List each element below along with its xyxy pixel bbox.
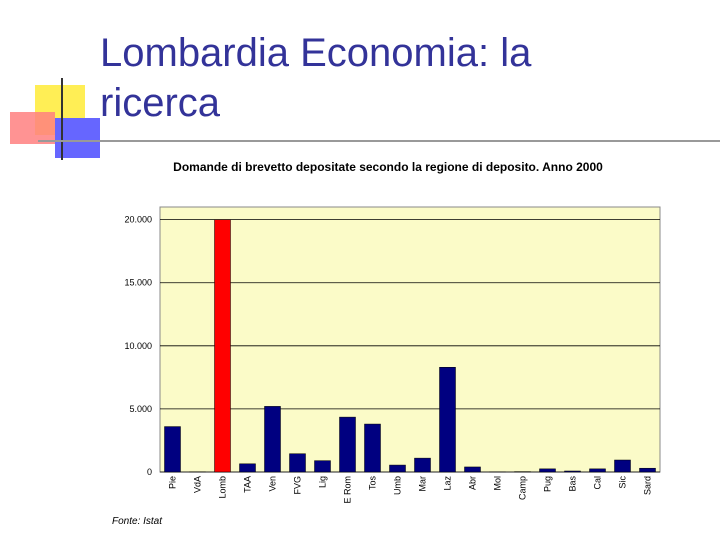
x-tick-label: Sic xyxy=(618,476,628,489)
y-tick-label: 0 xyxy=(147,467,152,477)
x-tick-label: Lig xyxy=(318,476,328,488)
bar xyxy=(239,463,256,473)
bar xyxy=(164,426,181,473)
x-tick-label: Umb xyxy=(393,476,403,495)
bar xyxy=(614,459,631,473)
x-tick-label: Camp xyxy=(518,476,528,500)
x-tick-label: Lomb xyxy=(218,476,228,499)
x-tick-label: Tos xyxy=(368,476,378,491)
x-tick-label: Cal xyxy=(593,476,603,490)
x-tick-label: Mol xyxy=(493,476,503,491)
bar xyxy=(214,219,231,473)
bar xyxy=(364,423,381,473)
bar xyxy=(539,468,556,473)
bar xyxy=(314,460,331,473)
bar xyxy=(589,468,606,473)
x-tick-label: Pug xyxy=(543,476,553,492)
bar xyxy=(464,466,481,473)
chart-title: Domande di brevetto depositate secondo l… xyxy=(173,160,603,174)
bar xyxy=(289,453,306,473)
x-tick-label: E Rom xyxy=(343,476,353,504)
y-tick-label: 20.000 xyxy=(124,215,152,225)
bar xyxy=(439,367,456,473)
bar xyxy=(264,406,281,473)
y-tick-label: 15.000 xyxy=(124,278,152,288)
bar xyxy=(564,470,581,473)
x-tick-label: Bas xyxy=(568,476,578,492)
y-tick-label: 5.000 xyxy=(129,404,152,414)
y-tick-label: 10.000 xyxy=(124,341,152,351)
plot-area xyxy=(159,206,661,473)
decor-red xyxy=(10,112,55,144)
source-note: Fonte: Istat xyxy=(112,516,163,527)
x-tick-label: Sard xyxy=(643,476,653,495)
bar xyxy=(639,467,656,473)
slide-title: Lombardia Economia: la ricerca xyxy=(100,31,532,125)
bar xyxy=(414,457,431,473)
x-tick-label: Abr xyxy=(468,476,478,490)
x-tick-label: Laz xyxy=(443,476,453,491)
x-tick-label: Mar xyxy=(418,476,428,492)
bar xyxy=(339,416,356,473)
x-tick-label: FVG xyxy=(293,476,303,495)
x-tick-label: Ven xyxy=(268,476,278,492)
bar xyxy=(389,464,406,473)
x-tick-label: VdA xyxy=(193,476,203,493)
x-tick-label: TAA xyxy=(243,476,253,493)
x-tick-label: Pie xyxy=(168,476,178,489)
